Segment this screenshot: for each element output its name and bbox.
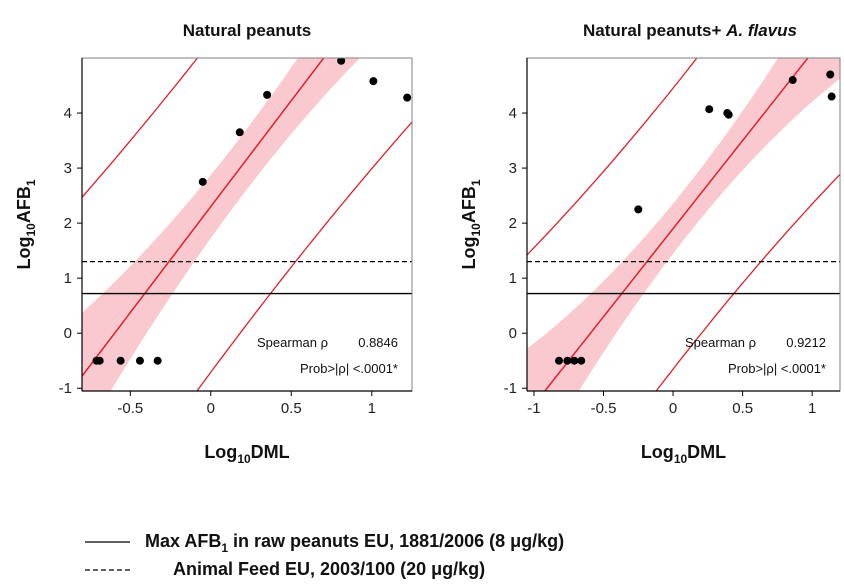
spearman-value: 0.8846 [358, 335, 398, 350]
data-point [705, 105, 714, 114]
spearman-label: Spearman ρ [257, 335, 328, 350]
prediction-upper-line [527, 58, 698, 256]
chart-title: Natural peanuts+ A. flavus [583, 21, 797, 40]
fit-line [82, 58, 325, 377]
data-point [724, 110, 733, 119]
y-tick-label: 4 [509, 105, 517, 122]
chart-natural-peanuts-aflavus: -1 -0.5 0 0.5 1 -1 0 1 2 3 4 Natural peanuts+ A. fl… [459, 21, 841, 466]
chart-title: Natural peanuts [183, 21, 311, 40]
legend: Max AFB1 in raw peanuts EU, 1881/2006 (8… [85, 531, 564, 579]
y-axis-label: Log10AFB1 [14, 179, 38, 269]
data-point [554, 356, 563, 365]
data-point [634, 205, 643, 214]
data-point [95, 356, 104, 365]
x-tick-label: -0.5 [117, 400, 143, 417]
data-point [198, 177, 207, 186]
data-point [116, 356, 125, 365]
prediction-upper-line [82, 58, 199, 198]
y-tick-label: 2 [64, 215, 72, 232]
x-tick-label: 0 [207, 400, 215, 417]
data-point [563, 356, 572, 365]
data-point [827, 92, 836, 101]
y-tick-label: 1 [509, 270, 517, 287]
y-tick-label: 0 [509, 325, 517, 342]
prob-value: Prob>|ρ| <.0001* [300, 361, 398, 376]
spearman-label: Spearman ρ [685, 335, 756, 350]
data-point [570, 356, 579, 365]
y-tick-label: -1 [59, 380, 72, 397]
y-tick-label: -1 [504, 380, 517, 397]
x-tick-label: 1 [808, 400, 816, 417]
data-point [403, 93, 412, 102]
data-point [826, 70, 835, 79]
data-point [577, 356, 586, 365]
x-axis-label: Log10DML [641, 442, 726, 466]
prediction-lower-line [655, 173, 840, 391]
x-tick-label: -0.5 [591, 400, 617, 417]
data-point [235, 128, 244, 137]
data-point [337, 58, 346, 65]
y-tick-label: 0 [64, 325, 72, 342]
x-axis-label: Log10DML [204, 442, 289, 466]
y-tick-label: 3 [64, 160, 72, 177]
chart-natural-peanuts: -0.5 0 0.5 1 -1 0 1 2 3 4 Natural peanuts Log10DML L… [14, 21, 413, 466]
legend-label: Animal Feed EU, 2003/100 (20 μg/kg) [173, 559, 485, 579]
x-tick-label: 0.5 [281, 400, 302, 417]
data-point [369, 77, 378, 86]
plot-area [527, 58, 840, 391]
y-tick-label: 4 [64, 105, 72, 122]
fit-line [543, 58, 809, 391]
confidence-band [527, 58, 840, 391]
x-tick-label: -1 [527, 400, 540, 417]
x-tick-label: 1 [368, 400, 376, 417]
legend-label: Max AFB1 in raw peanuts EU, 1881/2006 (8… [145, 531, 564, 555]
data-point [263, 90, 272, 99]
data-point [135, 356, 144, 365]
prediction-lower-line [196, 121, 412, 391]
confidence-band [82, 58, 360, 391]
data-point [788, 76, 797, 85]
prob-value: Prob>|ρ| <.0001* [728, 361, 826, 376]
plot-area [82, 58, 412, 391]
y-tick-label: 1 [64, 270, 72, 287]
x-tick-label: 0 [669, 400, 677, 417]
y-axis-label: Log10AFB1 [459, 179, 483, 269]
y-tick-label: 3 [509, 160, 517, 177]
data-point [153, 356, 162, 365]
y-tick-label: 2 [509, 215, 517, 232]
spearman-value: 0.9212 [786, 335, 826, 350]
x-tick-label: 0.5 [732, 400, 753, 417]
